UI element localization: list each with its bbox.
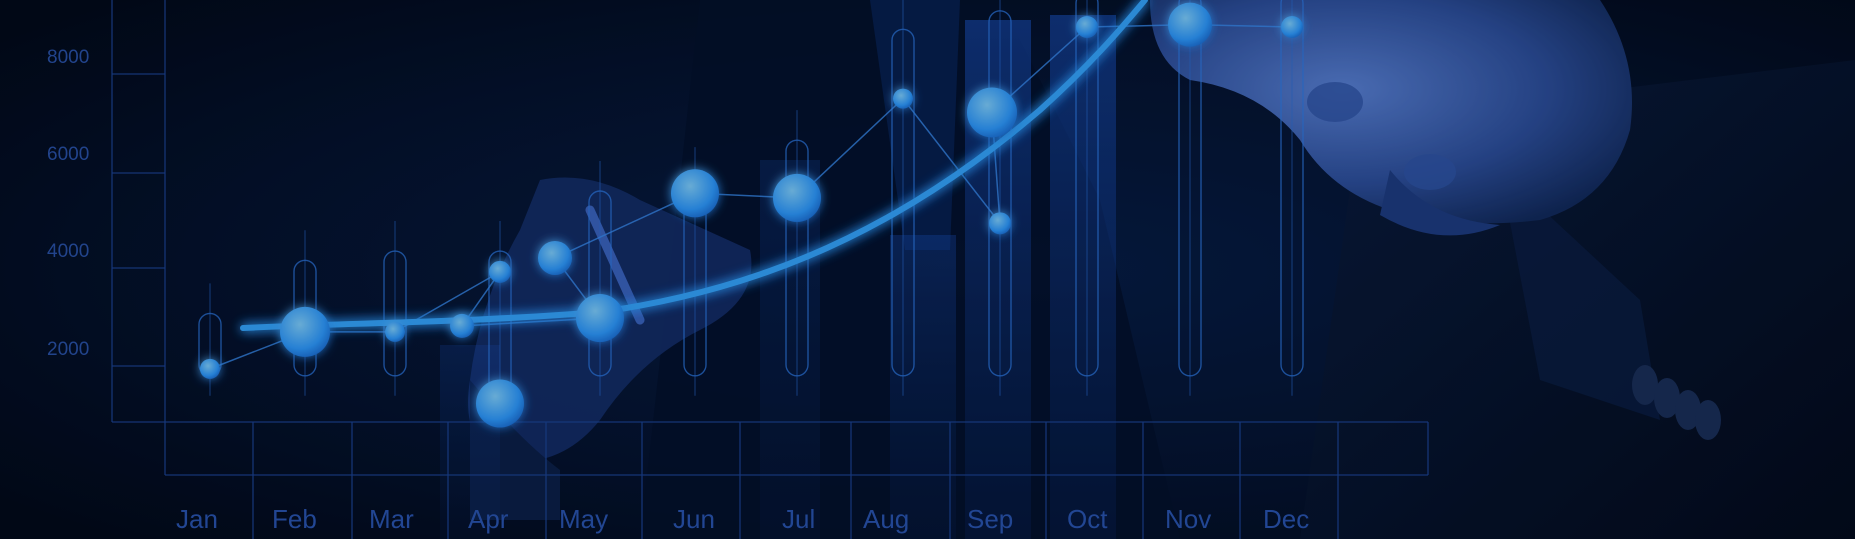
month-label: Feb	[272, 504, 317, 534]
data-point	[893, 88, 913, 109]
month-label: Jun	[673, 504, 715, 534]
trend-curve-core	[240, 0, 1148, 331]
suit-buttons	[1632, 365, 1721, 440]
data-point	[1076, 15, 1098, 38]
data-point	[1281, 15, 1303, 38]
y-tick-label: 2000	[47, 339, 89, 360]
month-label: Jul	[782, 504, 815, 534]
grid-lines	[111, 0, 1429, 539]
data-point	[450, 313, 474, 338]
month-label: May	[559, 504, 608, 534]
data-point	[200, 358, 220, 379]
month-label: Nov	[1165, 504, 1211, 534]
data-point	[476, 379, 524, 428]
y-axis: 8000 6000 4000 2000	[47, 47, 89, 360]
x-axis: Jan Feb Mar Apr May Jun Jul Aug Sep Oct …	[176, 504, 1309, 534]
month-label: Mar	[369, 504, 414, 534]
data-points	[200, 2, 1303, 428]
month-label: Aug	[863, 504, 909, 534]
data-point	[576, 294, 624, 343]
data-point	[989, 212, 1011, 235]
y-tick-label: 6000	[47, 144, 89, 165]
data-point	[538, 240, 572, 275]
data-point	[671, 169, 719, 218]
month-label: Oct	[1067, 504, 1108, 534]
pointing-hand	[1150, 0, 1632, 236]
month-label: Sep	[967, 504, 1013, 534]
month-label: Dec	[1263, 504, 1309, 534]
y-tick-label: 4000	[47, 241, 89, 262]
data-point	[385, 321, 405, 342]
data-point	[489, 260, 511, 283]
y-tick-label: 8000	[47, 47, 89, 68]
pen	[585, 205, 645, 325]
month-label: Jan	[176, 504, 218, 534]
data-point	[1168, 2, 1212, 47]
data-point	[773, 173, 821, 222]
month-label: Apr	[468, 504, 509, 534]
data-point	[967, 87, 1017, 138]
data-point	[280, 306, 330, 357]
